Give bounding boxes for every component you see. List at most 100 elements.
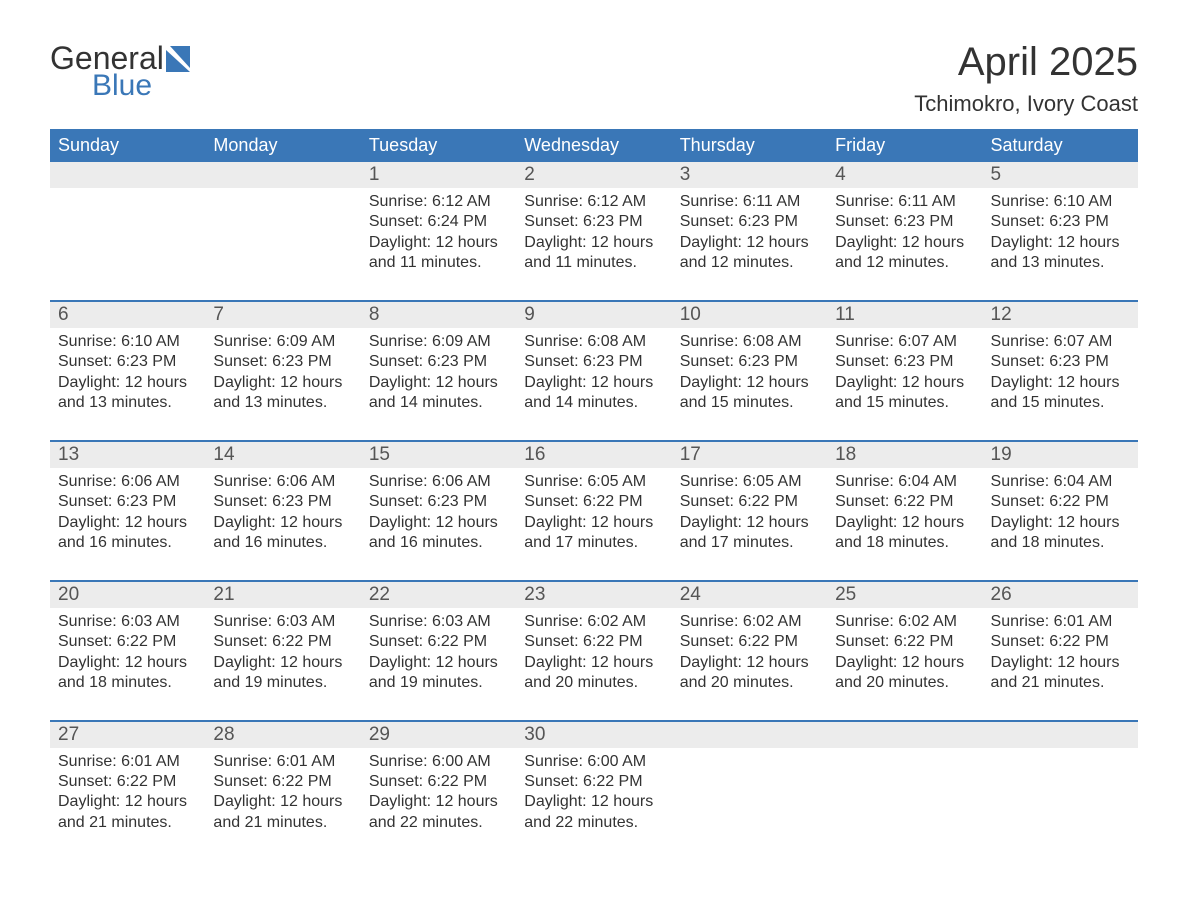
day-number: 2 xyxy=(516,162,671,188)
sunrise-text: Sunrise: 6:12 AM xyxy=(524,192,663,212)
sunrise-text: Sunrise: 6:02 AM xyxy=(835,612,974,632)
day-cell: Sunrise: 6:10 AMSunset: 6:23 PMDaylight:… xyxy=(50,328,205,422)
daylight-text: Daylight: 12 hours and 18 minutes. xyxy=(58,653,197,694)
sunrise-text: Sunrise: 6:09 AM xyxy=(213,332,352,352)
daynum-row: 20212223242526 xyxy=(50,582,1138,608)
sunset-text: Sunset: 6:22 PM xyxy=(58,772,197,792)
day-cell: Sunrise: 6:11 AMSunset: 6:23 PMDaylight:… xyxy=(672,188,827,282)
day-header: Thursday xyxy=(672,129,827,162)
day-number: 29 xyxy=(361,722,516,748)
day-cell: Sunrise: 6:00 AMSunset: 6:22 PMDaylight:… xyxy=(361,748,516,842)
daylight-text: Daylight: 12 hours and 19 minutes. xyxy=(369,653,508,694)
day-number: 1 xyxy=(361,162,516,188)
logo-text-blue: Blue xyxy=(92,69,202,103)
day-cell: Sunrise: 6:03 AMSunset: 6:22 PMDaylight:… xyxy=(50,608,205,702)
logo: General Blue xyxy=(50,40,202,103)
day-number xyxy=(983,722,1138,748)
day-number: 30 xyxy=(516,722,671,748)
day-cell xyxy=(672,748,827,842)
sunrise-text: Sunrise: 6:08 AM xyxy=(680,332,819,352)
sunrise-text: Sunrise: 6:02 AM xyxy=(524,612,663,632)
day-cell: Sunrise: 6:06 AMSunset: 6:23 PMDaylight:… xyxy=(205,468,360,562)
day-cell: Sunrise: 6:01 AMSunset: 6:22 PMDaylight:… xyxy=(50,748,205,842)
day-number xyxy=(50,162,205,188)
day-number: 20 xyxy=(50,582,205,608)
day-cell: Sunrise: 6:07 AMSunset: 6:23 PMDaylight:… xyxy=(983,328,1138,422)
daylight-text: Daylight: 12 hours and 16 minutes. xyxy=(58,513,197,554)
sunrise-text: Sunrise: 6:12 AM xyxy=(369,192,508,212)
day-number: 5 xyxy=(983,162,1138,188)
day-number: 13 xyxy=(50,442,205,468)
daylight-text: Daylight: 12 hours and 22 minutes. xyxy=(369,792,508,833)
sunrise-text: Sunrise: 6:09 AM xyxy=(369,332,508,352)
daylight-text: Daylight: 12 hours and 20 minutes. xyxy=(835,653,974,694)
sunset-text: Sunset: 6:23 PM xyxy=(680,212,819,232)
day-number: 12 xyxy=(983,302,1138,328)
sunset-text: Sunset: 6:22 PM xyxy=(369,772,508,792)
daylight-text: Daylight: 12 hours and 13 minutes. xyxy=(213,373,352,414)
day-cell: Sunrise: 6:03 AMSunset: 6:22 PMDaylight:… xyxy=(361,608,516,702)
sunset-text: Sunset: 6:22 PM xyxy=(835,632,974,652)
day-cell: Sunrise: 6:02 AMSunset: 6:22 PMDaylight:… xyxy=(827,608,982,702)
sunrise-text: Sunrise: 6:00 AM xyxy=(369,752,508,772)
daylight-text: Daylight: 12 hours and 18 minutes. xyxy=(835,513,974,554)
daylight-text: Daylight: 12 hours and 11 minutes. xyxy=(524,233,663,274)
day-cell: Sunrise: 6:05 AMSunset: 6:22 PMDaylight:… xyxy=(672,468,827,562)
sunset-text: Sunset: 6:23 PM xyxy=(835,212,974,232)
sunrise-text: Sunrise: 6:11 AM xyxy=(680,192,819,212)
sunrise-text: Sunrise: 6:01 AM xyxy=(58,752,197,772)
sunrise-text: Sunrise: 6:05 AM xyxy=(524,472,663,492)
day-cell: Sunrise: 6:01 AMSunset: 6:22 PMDaylight:… xyxy=(205,748,360,842)
daylight-text: Daylight: 12 hours and 19 minutes. xyxy=(213,653,352,694)
day-cell: Sunrise: 6:06 AMSunset: 6:23 PMDaylight:… xyxy=(50,468,205,562)
header: General Blue April 2025 Tchimokro, Ivory… xyxy=(50,40,1138,117)
daynum-row: 27282930 xyxy=(50,722,1138,748)
day-cell: Sunrise: 6:12 AMSunset: 6:23 PMDaylight:… xyxy=(516,188,671,282)
day-number: 3 xyxy=(672,162,827,188)
daylight-text: Daylight: 12 hours and 15 minutes. xyxy=(835,373,974,414)
sunset-text: Sunset: 6:22 PM xyxy=(680,632,819,652)
day-cell: Sunrise: 6:08 AMSunset: 6:23 PMDaylight:… xyxy=(672,328,827,422)
day-number: 24 xyxy=(672,582,827,608)
day-number: 27 xyxy=(50,722,205,748)
sunrise-text: Sunrise: 6:06 AM xyxy=(58,472,197,492)
day-cell: Sunrise: 6:05 AMSunset: 6:22 PMDaylight:… xyxy=(516,468,671,562)
day-number: 14 xyxy=(205,442,360,468)
weeks-container: 12345Sunrise: 6:12 AMSunset: 6:24 PMDayl… xyxy=(50,162,1138,841)
day-number: 18 xyxy=(827,442,982,468)
daylight-text: Daylight: 12 hours and 12 minutes. xyxy=(680,233,819,274)
sunrise-text: Sunrise: 6:02 AM xyxy=(680,612,819,632)
sunset-text: Sunset: 6:23 PM xyxy=(680,352,819,372)
day-number: 22 xyxy=(361,582,516,608)
page-title: April 2025 xyxy=(914,40,1138,85)
daylight-text: Daylight: 12 hours and 15 minutes. xyxy=(680,373,819,414)
daylight-text: Daylight: 12 hours and 14 minutes. xyxy=(369,373,508,414)
sunrise-text: Sunrise: 6:11 AM xyxy=(835,192,974,212)
day-number: 16 xyxy=(516,442,671,468)
day-header: Saturday xyxy=(983,129,1138,162)
day-cell: Sunrise: 6:11 AMSunset: 6:23 PMDaylight:… xyxy=(827,188,982,282)
sunset-text: Sunset: 6:23 PM xyxy=(369,352,508,372)
content-row: Sunrise: 6:01 AMSunset: 6:22 PMDaylight:… xyxy=(50,748,1138,842)
sunrise-text: Sunrise: 6:04 AM xyxy=(835,472,974,492)
daylight-text: Daylight: 12 hours and 21 minutes. xyxy=(213,792,352,833)
day-cell: Sunrise: 6:12 AMSunset: 6:24 PMDaylight:… xyxy=(361,188,516,282)
day-header: Sunday xyxy=(50,129,205,162)
sunrise-text: Sunrise: 6:08 AM xyxy=(524,332,663,352)
week-row: 6789101112Sunrise: 6:10 AMSunset: 6:23 P… xyxy=(50,300,1138,422)
day-cell xyxy=(205,188,360,282)
day-cell: Sunrise: 6:09 AMSunset: 6:23 PMDaylight:… xyxy=(205,328,360,422)
sunset-text: Sunset: 6:22 PM xyxy=(524,492,663,512)
sunset-text: Sunset: 6:22 PM xyxy=(680,492,819,512)
day-number: 21 xyxy=(205,582,360,608)
sunset-text: Sunset: 6:22 PM xyxy=(213,772,352,792)
sunrise-text: Sunrise: 6:10 AM xyxy=(991,192,1130,212)
day-number: 8 xyxy=(361,302,516,328)
sunset-text: Sunset: 6:22 PM xyxy=(991,632,1130,652)
sunset-text: Sunset: 6:22 PM xyxy=(58,632,197,652)
sunset-text: Sunset: 6:23 PM xyxy=(991,212,1130,232)
sunset-text: Sunset: 6:23 PM xyxy=(213,492,352,512)
sunset-text: Sunset: 6:23 PM xyxy=(369,492,508,512)
day-cell: Sunrise: 6:09 AMSunset: 6:23 PMDaylight:… xyxy=(361,328,516,422)
day-header: Tuesday xyxy=(361,129,516,162)
